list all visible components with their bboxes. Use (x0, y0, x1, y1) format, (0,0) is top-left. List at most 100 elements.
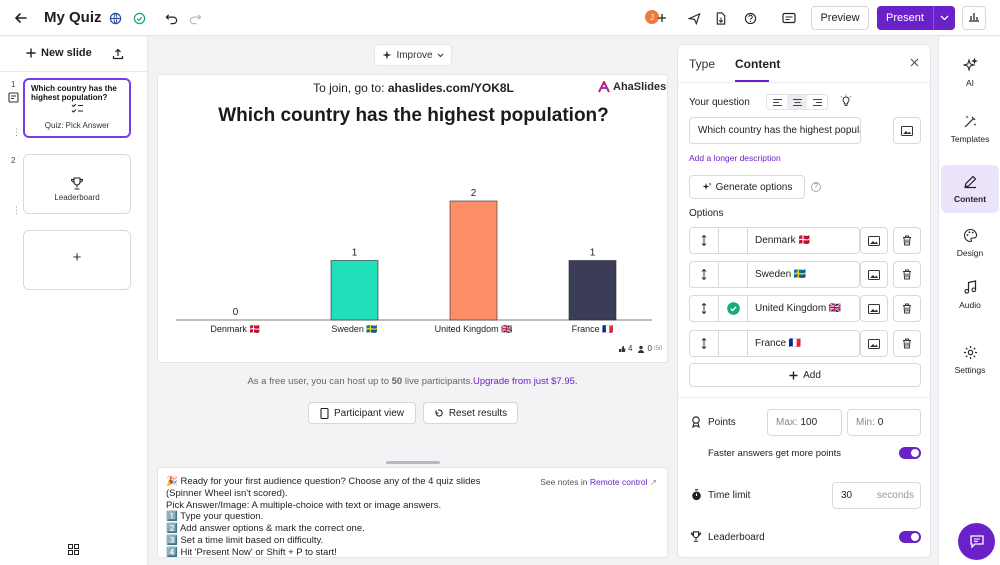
export-icon[interactable] (710, 7, 732, 29)
drag-handle-icon[interactable] (689, 261, 719, 288)
notes-resize-handle[interactable] (386, 461, 440, 464)
undo-icon[interactable] (160, 7, 182, 29)
max-points-input[interactable]: Max: 100 (767, 409, 842, 436)
votes-icon (619, 345, 626, 352)
question-image-button[interactable] (893, 117, 921, 144)
option-input[interactable]: Sweden 🇸🇪 (747, 261, 860, 288)
slide-thumbnail-title: Which country has the highest population… (31, 84, 117, 102)
speaker-notes[interactable]: See notes in Remote control ↗ 🎉 Ready fo… (157, 467, 668, 558)
option-input[interactable]: United Kingdom 🇬🇧 (747, 295, 860, 322)
sidebar-item-ai[interactable]: AI (941, 49, 999, 97)
free-user-text2: live participants. (404, 376, 473, 387)
add-option-button[interactable]: Add (689, 363, 921, 387)
lightbulb-icon[interactable] (839, 94, 853, 110)
palette-icon (963, 228, 978, 245)
points-label: Points (708, 417, 736, 428)
category-label: Sweden 🇸🇪 (331, 324, 377, 334)
help-icon[interactable] (739, 7, 761, 29)
sidebar-item-design[interactable]: Design (941, 219, 999, 267)
option-image-button[interactable] (860, 295, 888, 322)
add-slide-button[interactable]: + (23, 230, 131, 290)
delete-option-button[interactable] (893, 227, 921, 254)
free-user-count: 50 (391, 376, 403, 387)
add-user-icon[interactable] (655, 7, 669, 29)
chat-support-button[interactable] (958, 523, 995, 560)
leaderboard-toggle[interactable] (899, 531, 921, 543)
correct-answer-checkbox[interactable] (718, 227, 748, 254)
close-icon[interactable] (910, 58, 919, 70)
slide-drag-dots-icon[interactable]: ⋮ (12, 205, 21, 215)
slide-stage[interactable]: To join, go to: ahaslides.com/YOK8L AhaS… (157, 74, 668, 363)
present-button-label[interactable]: Present (886, 12, 924, 24)
add-longer-description-link[interactable]: Add a longer description (689, 153, 781, 163)
preview-button[interactable]: Preview (811, 6, 869, 30)
drag-handle-icon[interactable] (689, 295, 719, 322)
join-prefix: To join, go to: (313, 81, 385, 95)
tab-type[interactable]: Type (689, 57, 716, 71)
captions-icon[interactable] (778, 7, 800, 29)
option-input[interactable]: France 🇫🇷 (747, 330, 860, 357)
new-slide-button[interactable]: New slide (26, 47, 92, 59)
delete-option-button[interactable] (893, 295, 921, 322)
option-image-button[interactable] (860, 261, 888, 288)
option-image-button[interactable] (860, 227, 888, 254)
new-slide-label: New slide (41, 47, 92, 59)
option-input[interactable]: Denmark 🇩🇰 (747, 227, 860, 254)
correct-answer-checkbox[interactable] (718, 295, 748, 322)
tab-content[interactable]: Content (735, 57, 781, 71)
delete-option-button[interactable] (893, 330, 921, 357)
faster-answers-toggle[interactable] (899, 447, 921, 459)
sidebar-item-templates[interactable]: Templates (941, 105, 999, 153)
delete-option-button[interactable] (893, 261, 921, 288)
help-icon[interactable]: ? (811, 182, 821, 192)
bar-chart-button[interactable] (962, 6, 986, 30)
option-image-button[interactable] (860, 330, 888, 357)
participants-count: 0 (647, 344, 652, 353)
participant-view-button[interactable]: Participant view (308, 402, 416, 424)
sidebar-item-label: Audio (959, 300, 981, 310)
upload-icon[interactable] (107, 43, 129, 65)
trash-icon (903, 269, 911, 280)
plus-icon (26, 48, 36, 58)
slide-thumbnail-2[interactable]: Leaderboard (23, 154, 131, 214)
sidebar-item-audio[interactable]: Audio (941, 271, 999, 319)
image-icon (868, 303, 880, 314)
slide-thumbnail-1[interactable]: Which country has the highest population… (23, 78, 131, 138)
improve-button[interactable]: Improve (374, 44, 452, 66)
sidebar-item-content[interactable]: Content (941, 165, 999, 213)
align-left-icon[interactable] (767, 95, 787, 109)
slide-drag-dots-icon[interactable]: ⋮ (12, 127, 21, 137)
bar-chart-icon (968, 11, 980, 25)
correct-answer-checkbox[interactable] (718, 261, 748, 288)
bar-value-label: 0 (233, 307, 239, 318)
category-label: France 🇫🇷 (572, 324, 614, 334)
drag-handle-icon[interactable] (689, 227, 719, 254)
avatar[interactable]: J (645, 10, 659, 24)
sidebar-item-settings[interactable]: Settings (941, 336, 999, 384)
time-limit-input[interactable]: 30 seconds (832, 482, 921, 509)
question-input[interactable]: Which country has the highest populati (689, 117, 861, 144)
chevron-down-icon[interactable] (933, 6, 955, 30)
max-points-placeholder: Max: (776, 417, 798, 428)
reset-results-button[interactable]: Reset results (423, 402, 518, 424)
quiz-title[interactable]: My Quiz (44, 9, 102, 26)
redo-icon[interactable] (184, 7, 206, 29)
upgrade-link[interactable]: Upgrade from just $7.95. (472, 376, 578, 387)
send-icon[interactable] (683, 7, 705, 29)
generate-options-button[interactable]: Generate options (689, 175, 805, 199)
add-slide-plus: + (72, 249, 82, 266)
back-arrow-icon[interactable] (10, 7, 32, 29)
align-right-icon[interactable] (807, 95, 827, 109)
timer-icon (691, 489, 702, 504)
align-center-icon[interactable] (787, 95, 807, 109)
present-button[interactable]: Present (877, 6, 955, 30)
grid-view-icon[interactable] (68, 544, 79, 558)
participants-icon (638, 345, 645, 353)
globe-icon[interactable] (104, 7, 126, 29)
correct-answer-checkbox[interactable] (718, 330, 748, 357)
category-label: Denmark 🇩🇰 (210, 323, 260, 334)
remote-control-link[interactable]: Remote control (589, 477, 648, 487)
see-notes-prefix: See notes in (540, 477, 588, 487)
drag-handle-icon[interactable] (689, 330, 719, 357)
min-points-input[interactable]: Min: 0 (847, 409, 921, 436)
